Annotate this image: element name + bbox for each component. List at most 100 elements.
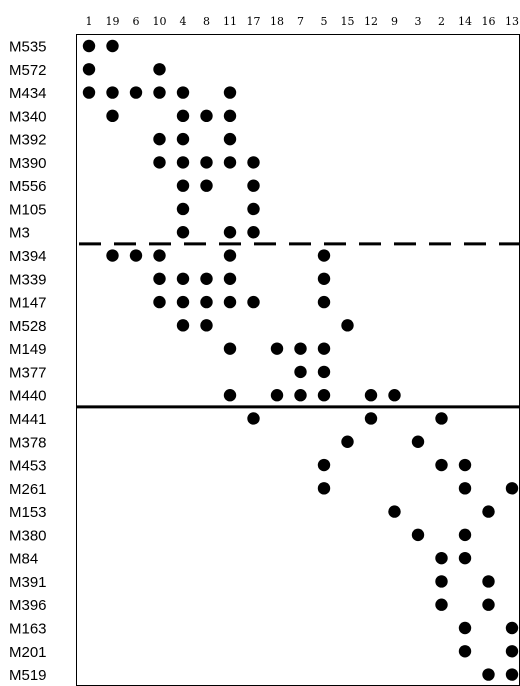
data-point <box>505 668 519 681</box>
data-point <box>435 458 448 472</box>
data-point <box>482 575 495 588</box>
data-point <box>341 319 354 332</box>
data-point <box>223 156 237 169</box>
data-point <box>223 272 237 285</box>
data-point <box>223 132 237 146</box>
data-point <box>106 86 119 99</box>
column-label: 2 <box>438 15 445 28</box>
row-label: M392 <box>9 132 47 149</box>
data-point <box>505 645 519 658</box>
data-point <box>270 342 284 355</box>
row-label: M149 <box>9 341 47 358</box>
data-point <box>153 272 166 285</box>
data-point <box>435 575 448 588</box>
data-point <box>482 598 495 611</box>
data-point <box>153 132 166 146</box>
row-label: M572 <box>9 62 47 79</box>
row-label: M201 <box>9 644 47 661</box>
data-point <box>388 389 401 402</box>
data-point <box>129 86 143 99</box>
data-point <box>458 458 472 472</box>
row-label: M105 <box>9 201 47 218</box>
column-label: 6 <box>133 15 140 28</box>
column-label: 10 <box>153 15 167 28</box>
data-point <box>176 202 190 216</box>
data-point <box>458 621 472 635</box>
data-point <box>223 249 237 262</box>
column-label: 17 <box>247 15 261 28</box>
data-point <box>247 156 260 169</box>
data-point <box>153 295 166 309</box>
data-point <box>247 179 260 192</box>
data-point <box>176 319 190 332</box>
column-label: 18 <box>270 15 284 28</box>
column-label: 7 <box>297 15 304 28</box>
data-point <box>317 365 331 379</box>
data-point <box>317 342 331 355</box>
row-label: M394 <box>9 248 47 265</box>
data-point <box>247 412 260 425</box>
data-point <box>458 645 472 658</box>
row-label: M535 <box>9 39 47 56</box>
data-point <box>388 505 401 518</box>
row-label: M391 <box>9 574 47 591</box>
row-label: M380 <box>9 527 47 544</box>
column-label: 14 <box>458 15 472 28</box>
data-point <box>317 458 331 472</box>
column-label: 12 <box>364 15 378 28</box>
data-point <box>176 272 190 285</box>
data-point <box>176 132 190 146</box>
data-points <box>82 39 519 681</box>
column-label: 5 <box>321 15 328 28</box>
separators <box>76 242 520 409</box>
data-point <box>200 179 213 192</box>
row-label: M153 <box>9 504 47 521</box>
data-point <box>458 551 472 565</box>
data-point <box>294 342 307 355</box>
row-label: M441 <box>9 411 47 428</box>
row-label: M147 <box>9 295 47 312</box>
row-label: M261 <box>9 481 47 498</box>
data-point <box>317 272 331 285</box>
data-point <box>223 295 237 309</box>
row-label: M339 <box>9 271 47 288</box>
column-label: 8 <box>203 15 210 28</box>
data-point <box>223 86 237 99</box>
data-point <box>411 528 425 542</box>
row-label: M396 <box>9 597 47 614</box>
column-label: 13 <box>505 15 519 28</box>
data-point <box>153 86 166 99</box>
data-point <box>223 389 237 402</box>
data-point <box>176 179 190 192</box>
data-point <box>317 295 331 309</box>
data-point <box>435 598 448 611</box>
data-point <box>176 86 190 99</box>
column-label: 15 <box>341 15 355 28</box>
data-point <box>153 63 166 76</box>
data-point <box>176 156 190 169</box>
data-point <box>317 389 331 402</box>
data-point <box>247 295 260 309</box>
data-point <box>435 551 448 565</box>
data-point <box>364 412 378 425</box>
row-label: M528 <box>9 318 47 335</box>
column-label: 16 <box>482 15 496 28</box>
data-point <box>317 249 331 262</box>
data-point <box>505 621 519 635</box>
data-point <box>176 109 190 123</box>
data-point <box>106 109 119 123</box>
row-label: M163 <box>9 621 47 638</box>
data-point <box>129 249 143 262</box>
data-point <box>317 482 331 495</box>
data-point <box>247 202 260 216</box>
data-point <box>294 389 307 402</box>
row-label: M378 <box>9 434 47 451</box>
data-point <box>247 226 260 239</box>
column-label: 1 <box>86 15 93 28</box>
column-label: 3 <box>415 15 422 28</box>
row-label: M434 <box>9 85 47 102</box>
column-label: 19 <box>106 15 120 28</box>
row-label: M340 <box>9 108 47 125</box>
data-point <box>106 39 119 53</box>
